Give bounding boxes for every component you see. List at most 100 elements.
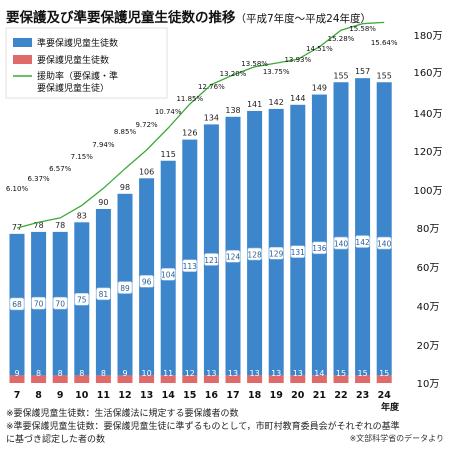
rate-label-10: 7.15% <box>71 153 94 161</box>
y-tick-120: 120万 <box>413 147 442 158</box>
bar-required-17 <box>225 375 241 383</box>
bar-quasi-23 <box>355 78 371 376</box>
x-tick-20: 20 <box>291 390 305 401</box>
total-label-19: 142 <box>269 98 284 107</box>
quasi-label-13: 96 <box>142 278 152 287</box>
y-tick-100: 100万 <box>413 186 442 197</box>
footnote-2: ※準要保護児童生徒数：要保護児童生徒に準ずるものとして，市町村教育委員会がそれぞ… <box>6 422 400 432</box>
total-label-12: 98 <box>120 183 130 192</box>
total-label-10: 83 <box>77 211 87 220</box>
title-period: （平成7年度～平成24年度） <box>235 13 372 25</box>
rate-label-18: 13.58% <box>241 60 268 68</box>
rate-line <box>16 21 385 229</box>
bar-quasi-20 <box>290 104 306 376</box>
bar-required-10 <box>74 375 90 383</box>
required-label-10: 8 <box>79 369 84 378</box>
bar-quasi-16 <box>203 124 219 376</box>
y-tick-160: 160万 <box>413 68 442 79</box>
required-label-9: 8 <box>58 369 63 378</box>
legend-box <box>5 27 168 99</box>
rate-label-9: 6.57% <box>49 165 72 173</box>
total-label-20: 144 <box>290 94 305 103</box>
legend-label-rate-line2: 要保護児童生徒） <box>37 82 109 94</box>
required-label-21: 14 <box>314 369 324 378</box>
quasi-label-box-15 <box>182 259 198 273</box>
required-label-14: 11 <box>163 369 173 378</box>
bar-required-7 <box>9 375 25 383</box>
bar-quasi-17 <box>225 116 241 376</box>
required-label-7: 9 <box>14 369 19 378</box>
bar-quasi-19 <box>268 108 284 376</box>
rate-label-16: 12.76% <box>198 83 225 91</box>
x-tick-23: 23 <box>356 390 369 401</box>
required-label-15: 12 <box>185 369 195 378</box>
quasi-label-15: 113 <box>183 262 198 271</box>
bar-quasi-22 <box>333 82 349 376</box>
legend-swatch-quasi <box>13 38 32 47</box>
y-tick-40: 40万 <box>417 302 440 313</box>
bar-required-21 <box>311 375 327 383</box>
quasi-label-box-22 <box>333 236 349 250</box>
bar-quasi-18 <box>247 110 263 376</box>
quasi-label-20: 131 <box>291 248 306 257</box>
rate-label-23: 15.58% <box>349 25 376 33</box>
quasi-label-19: 129 <box>269 250 284 259</box>
rate-label-17: 13.20% <box>220 70 247 78</box>
required-label-23: 15 <box>358 369 368 378</box>
quasi-label-box-14 <box>160 267 176 281</box>
bar-required-13 <box>139 375 155 383</box>
total-label-23: 157 <box>355 67 370 76</box>
quasi-label-box-13 <box>139 275 154 288</box>
x-tick-11: 11 <box>97 390 110 401</box>
quasi-label-box-20 <box>290 245 306 258</box>
rate-label-13: 9.72% <box>135 121 158 129</box>
bar-required-15 <box>182 375 198 383</box>
quasi-label-box-9 <box>52 296 68 310</box>
required-label-20: 13 <box>293 369 303 378</box>
x-tick-10: 10 <box>75 390 89 401</box>
x-tick-7: 7 <box>14 390 21 401</box>
bar-quasi-24 <box>376 82 392 376</box>
quasi-label-17: 124 <box>226 253 241 262</box>
x-tick-13: 13 <box>140 390 153 401</box>
legend-label-rate-line1: 援助率（要保護・準 <box>37 70 118 82</box>
quasi-label-10: 75 <box>77 296 87 305</box>
bar-required-14 <box>160 375 176 383</box>
rate-label-14: 10.74% <box>155 108 182 116</box>
rate-label-20: 13.93% <box>284 56 311 64</box>
y-tick-80: 80万 <box>417 224 440 235</box>
x-tick-12: 12 <box>118 390 131 401</box>
total-label-11: 90 <box>98 198 108 207</box>
x-tick-19: 19 <box>270 390 283 401</box>
bar-required-18 <box>247 375 263 383</box>
rate-label-7: 6.10% <box>6 185 29 193</box>
quasi-label-23: 142 <box>355 238 370 247</box>
total-label-21: 149 <box>312 84 327 93</box>
total-label-15: 126 <box>182 129 197 138</box>
total-label-16: 134 <box>204 113 219 122</box>
quasi-label-box-17 <box>225 250 241 263</box>
rate-label-19: 13.75% <box>263 68 290 76</box>
total-label-8: 78 <box>34 221 44 230</box>
quasi-label-22: 140 <box>334 239 349 248</box>
required-label-16: 13 <box>206 369 216 378</box>
required-label-18: 13 <box>250 369 260 378</box>
quasi-label-21: 136 <box>312 244 327 253</box>
quasi-label-box-16 <box>204 253 219 266</box>
footnote-1: ※要保護児童生徒数：生活保護法に規定する要保護者の数 <box>6 409 239 419</box>
x-tick-22: 22 <box>334 390 347 401</box>
required-label-11: 8 <box>101 369 106 378</box>
bar-required-11 <box>95 375 111 383</box>
quasi-label-box-12 <box>117 281 133 294</box>
footnote-3: に基づき認定した者の数 <box>6 435 106 445</box>
rate-label-21: 14.51% <box>306 45 333 53</box>
quasi-label-box-18 <box>247 247 262 261</box>
bar-required-22 <box>333 375 349 383</box>
quasi-label-box-19 <box>268 246 284 260</box>
rate-label-15: 11.85% <box>176 95 203 103</box>
quasi-label-12: 89 <box>120 284 130 293</box>
quasi-label-box-23 <box>355 235 370 248</box>
x-tick-8: 8 <box>35 390 42 401</box>
